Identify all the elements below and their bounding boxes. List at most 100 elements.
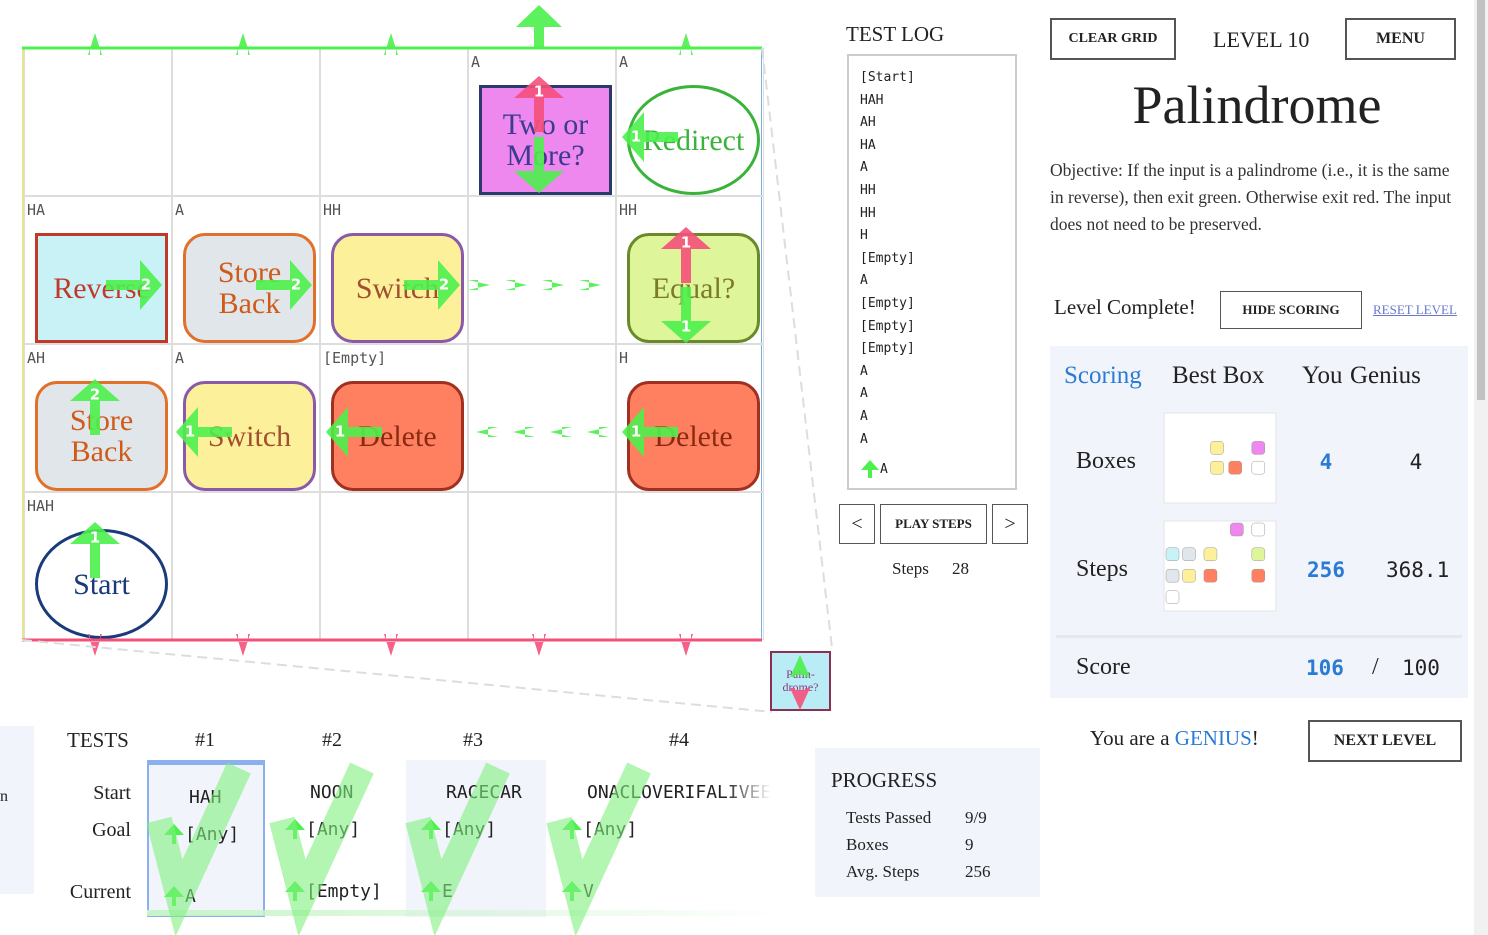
test-current: [Empty] <box>284 880 382 902</box>
test-start: NOON <box>310 782 354 803</box>
objective: Objective: If the input is a palindrome … <box>1050 160 1452 234</box>
arrow-icon <box>164 824 184 844</box>
progress-label: Boxes <box>846 835 889 854</box>
genius-suffix: ! <box>1251 726 1259 750</box>
divider <box>1056 635 1462 638</box>
test-current: V <box>583 880 594 902</box>
grid-cell[interactable] <box>172 48 320 196</box>
progress-value: 9 <box>965 835 974 854</box>
arrow-icon <box>164 886 184 906</box>
grid-cell[interactable]: HA Reverse <box>24 196 172 344</box>
test-log: [Start] HAH AH HA A HH HH H [Empty] A [Empty] [Empt… <box>847 54 1017 490</box>
scoring-row-label: Boxes <box>1076 448 1136 474</box>
box-text: Two or <box>502 108 589 141</box>
arrow <box>516 5 562 47</box>
scrollbar <box>1474 0 1488 935</box>
scroll-thumb <box>1477 0 1485 400</box>
log-entry: HA <box>860 137 876 153</box>
scoring-you: 4 <box>1319 450 1333 474</box>
test-row-label: Start <box>93 782 131 804</box>
scoring-header: You <box>1302 362 1343 389</box>
grid-cell[interactable]: A Two or More? <box>468 48 616 196</box>
grid-cell[interactable] <box>320 48 468 196</box>
zoom-line <box>761 47 833 649</box>
grid-cell[interactable]: HAH Start <box>24 492 172 640</box>
cell-label: HAH <box>27 497 55 515</box>
tests-panel: TESTS Start Goal Current HAH [Any] A #1 NOON [Any… <box>0 720 810 935</box>
arrow <box>421 881 441 901</box>
next-level-button[interactable]: NEXT LEVEL <box>1308 720 1462 762</box>
next-button[interactable]: > <box>992 504 1028 544</box>
log-entry: A <box>860 160 868 176</box>
left-fragment: n <box>0 788 8 805</box>
grid-cell[interactable]: HH Switch <box>320 196 468 344</box>
grid-cell[interactable] <box>320 492 468 640</box>
log-entry: HH <box>860 183 876 198</box>
grid-cell[interactable]: H Delete <box>616 344 764 492</box>
test-current: A <box>163 885 196 907</box>
steps-label: Steps <box>892 559 929 578</box>
score-label: Score <box>1076 654 1131 680</box>
log-entry: A <box>860 386 868 402</box>
test-goal: [Any] <box>306 818 361 840</box>
scoring-genius: 368.1 <box>1386 558 1450 582</box>
grid-cell[interactable]: HH Equal? <box>616 196 764 344</box>
left-panel: n <box>0 726 34 894</box>
scoring-header: Best Box <box>1172 362 1265 389</box>
menu-button[interactable]: MENU <box>1345 18 1456 60</box>
cell-label: H <box>619 349 629 367</box>
progress-title: PROGRESS <box>831 768 938 792</box>
log-entry: H <box>860 228 868 244</box>
grid-cell[interactable] <box>468 492 616 640</box>
box: Delete <box>331 381 464 491</box>
test-column[interactable]: RACECAR [Any] E <box>406 760 546 917</box>
grid-cell[interactable]: A Switch <box>172 344 320 492</box>
test-current: E <box>420 880 453 902</box>
log-entry: A <box>860 273 868 289</box>
grid-cell[interactable]: [Empty] Delete <box>320 344 468 492</box>
cell-label: A <box>619 53 629 71</box>
box-text: Delete <box>654 419 733 453</box>
log-entry: [Start] <box>860 70 915 85</box>
test-start: RACECAR <box>446 782 522 803</box>
test-column[interactable]: NOON [Any] [Empty] <box>270 760 400 917</box>
grid-cell[interactable] <box>172 492 320 640</box>
test-goal: [Any] <box>185 823 240 845</box>
grid-cell[interactable]: A Store Back <box>172 196 320 344</box>
box: Equal? <box>627 233 760 343</box>
grid-cell[interactable]: A Redirect <box>616 48 764 196</box>
cell-label: HH <box>323 201 342 219</box>
hide-scoring-button[interactable]: HIDE SCORING <box>1220 291 1362 329</box>
clear-grid-button[interactable]: CLEAR GRID <box>1050 18 1176 60</box>
score-sep: / <box>1372 654 1379 680</box>
test-name: #2 <box>322 729 342 751</box>
grid-cell[interactable] <box>24 48 172 196</box>
grid-cell[interactable] <box>616 492 764 640</box>
prev-button[interactable]: < <box>839 504 875 544</box>
grid-cell[interactable] <box>468 196 616 344</box>
box-text: Switch <box>355 271 440 305</box>
grid-cell[interactable] <box>468 344 616 492</box>
test-column[interactable]: HAH [Any] A <box>147 760 265 917</box>
level-complete: Level Complete! <box>1054 295 1196 319</box>
scoring-panel: Scoring Best Box You Genius Boxes 4 4 Steps 256 3… <box>1050 346 1468 698</box>
log-entry: AH <box>860 115 876 131</box>
log-entry: A <box>860 431 868 447</box>
test-goal: [Any] <box>284 818 360 840</box>
progress-value: 256 <box>965 862 991 881</box>
log-entry: A <box>860 409 868 424</box>
test-column[interactable]: ONACLOVERIFALIVEE [Any] V <box>547 760 790 917</box>
box-text: More? <box>506 139 585 172</box>
level-label: LEVEL 10 <box>1213 27 1310 52</box>
log-current-text: A <box>880 461 888 477</box>
grid-cell[interactable]: AH Store Back <box>24 344 172 492</box>
box-text: Start <box>73 567 130 601</box>
test-underline <box>147 910 787 916</box>
reset-level-link[interactable]: RESET LEVEL <box>1373 302 1457 317</box>
score-you: 106 <box>1306 656 1344 680</box>
box: Store Back <box>183 233 316 343</box>
box: Start <box>35 529 168 639</box>
arrow <box>861 460 879 479</box>
play-steps-button[interactable]: PLAY STEPS <box>880 504 987 544</box>
